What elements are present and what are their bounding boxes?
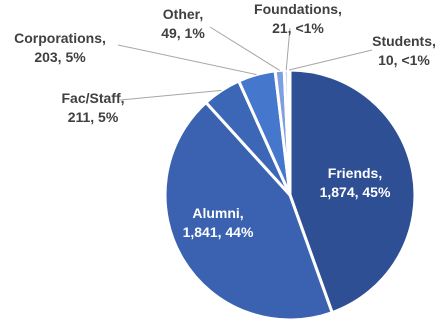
slice-label-other: Other, 49, 1% xyxy=(161,6,205,41)
leader-line-other xyxy=(210,27,280,70)
leader-line-students xyxy=(289,50,372,70)
slice-label-students: Students, 10, <1% xyxy=(372,33,436,68)
slice-label-corporations: Corporations, 203, 5% xyxy=(14,30,106,65)
leader-line-corporations xyxy=(118,45,257,75)
slice-label-fac-staff: Fac/Staff, 211, 5% xyxy=(61,90,124,125)
pie-slice-students xyxy=(288,70,290,195)
slice-label-foundations: Foundations, 21, <1% xyxy=(254,1,342,36)
leader-line-fac-staff xyxy=(120,90,222,100)
